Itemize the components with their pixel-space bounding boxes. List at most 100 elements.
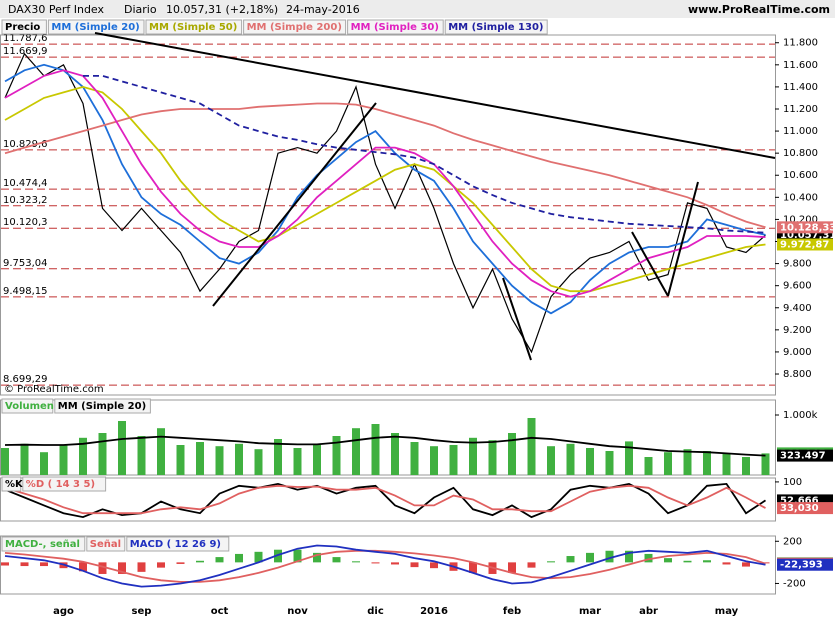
bar xyxy=(391,433,399,475)
y-tick-label: 9.400 xyxy=(783,303,812,314)
bar xyxy=(527,418,536,475)
bar xyxy=(703,451,711,475)
series-line xyxy=(83,75,766,234)
bar xyxy=(215,446,224,475)
trend-line xyxy=(212,102,377,307)
bar xyxy=(352,428,360,475)
series-line xyxy=(4,102,766,229)
y-tick-label: 200 xyxy=(783,536,802,547)
x-tick-label: abr xyxy=(639,606,658,617)
bar xyxy=(118,421,126,475)
trend-line xyxy=(502,277,532,361)
legend-entry: MM (Simple 20) xyxy=(58,401,146,412)
x-tick-label: may xyxy=(715,606,739,617)
bar xyxy=(508,562,516,573)
bar xyxy=(371,424,380,475)
bar xyxy=(215,557,224,563)
y-tick-label: 9.600 xyxy=(783,281,812,292)
bar xyxy=(586,552,594,563)
bar xyxy=(79,562,87,572)
legend-entry: %D ( 14 3 5) xyxy=(26,479,95,490)
trend-line xyxy=(94,32,776,159)
bar xyxy=(40,452,48,475)
panel-frame xyxy=(0,34,776,396)
bar xyxy=(625,441,633,475)
bar xyxy=(664,452,672,475)
bar xyxy=(332,436,341,475)
value-label: 323.497 xyxy=(780,451,826,462)
bar xyxy=(722,453,731,475)
bar xyxy=(566,556,575,563)
bar xyxy=(644,457,653,475)
value-label-box xyxy=(777,502,833,515)
value-label-box xyxy=(777,238,833,251)
legend-entry: MM (Simple 200) xyxy=(247,22,342,33)
legend-entry: MACD ( 12 26 9) xyxy=(130,539,221,550)
bar xyxy=(469,437,477,475)
series-line xyxy=(4,52,766,354)
bar xyxy=(664,558,672,563)
series-line xyxy=(4,544,766,588)
y-tick-label: -200 xyxy=(783,578,806,589)
copyright: © ProRealTime.com xyxy=(4,384,104,395)
y-tick-label: 100 xyxy=(783,477,802,488)
legend-box xyxy=(86,536,126,552)
bar xyxy=(157,428,165,475)
value-label: 52,666 xyxy=(780,495,819,506)
value-label-box xyxy=(777,558,833,571)
bar xyxy=(547,561,555,563)
legend-entry: MM (Simple 30) xyxy=(351,22,439,33)
legend-entry: MM (Simple 20) xyxy=(51,22,139,33)
y-tick-label: 10.600 xyxy=(783,170,818,181)
bar xyxy=(98,433,107,475)
y-tick-label: 11.400 xyxy=(783,82,818,93)
trend-line xyxy=(667,181,699,297)
x-tick-label: sep xyxy=(132,606,152,617)
series-line xyxy=(4,482,766,519)
level-label: 8.699,29 xyxy=(3,374,48,385)
x-tick-label: feb xyxy=(503,606,521,617)
bar xyxy=(488,440,497,475)
legend-box xyxy=(1,476,22,492)
y-tick-label: 10.400 xyxy=(783,192,818,203)
legend-entry: Señal xyxy=(90,539,121,550)
y-tick-label: 1.000k xyxy=(783,410,818,421)
bar xyxy=(449,445,458,475)
x-tick-label: 2016 xyxy=(420,606,448,617)
x-tick-label: nov xyxy=(287,606,308,617)
legend-box xyxy=(1,19,47,35)
bar xyxy=(196,560,204,563)
bar xyxy=(274,549,282,563)
bar xyxy=(410,562,419,568)
bar xyxy=(313,445,321,475)
legend-entry: MM (Simple 50) xyxy=(149,22,237,33)
value-label: 10.057,31 xyxy=(780,230,835,241)
bar xyxy=(625,550,633,563)
legend-box xyxy=(243,19,347,35)
legend-box xyxy=(444,19,548,35)
legend-box xyxy=(22,476,107,492)
bar xyxy=(430,562,438,569)
bar xyxy=(469,562,477,573)
level-label: 10.120,3 xyxy=(3,217,48,228)
y-tick-label: 9.000 xyxy=(783,347,812,358)
bar xyxy=(20,562,29,567)
bar xyxy=(352,561,360,563)
bar xyxy=(137,436,146,475)
bar xyxy=(605,451,614,475)
legend-box xyxy=(1,398,54,414)
y-tick-label: 11.800 xyxy=(783,38,818,49)
bar xyxy=(332,557,341,563)
bar xyxy=(703,560,711,563)
legend-box xyxy=(54,398,151,414)
legend-box xyxy=(347,19,444,35)
bar xyxy=(1,562,9,566)
bar xyxy=(683,560,692,563)
bar xyxy=(722,562,731,565)
legend-box xyxy=(145,19,243,35)
y-tick-label: 11.200 xyxy=(783,104,818,115)
bar xyxy=(527,562,536,568)
value-label: 10.128,33 xyxy=(780,222,835,233)
y-tick-label: 11.600 xyxy=(783,60,818,71)
